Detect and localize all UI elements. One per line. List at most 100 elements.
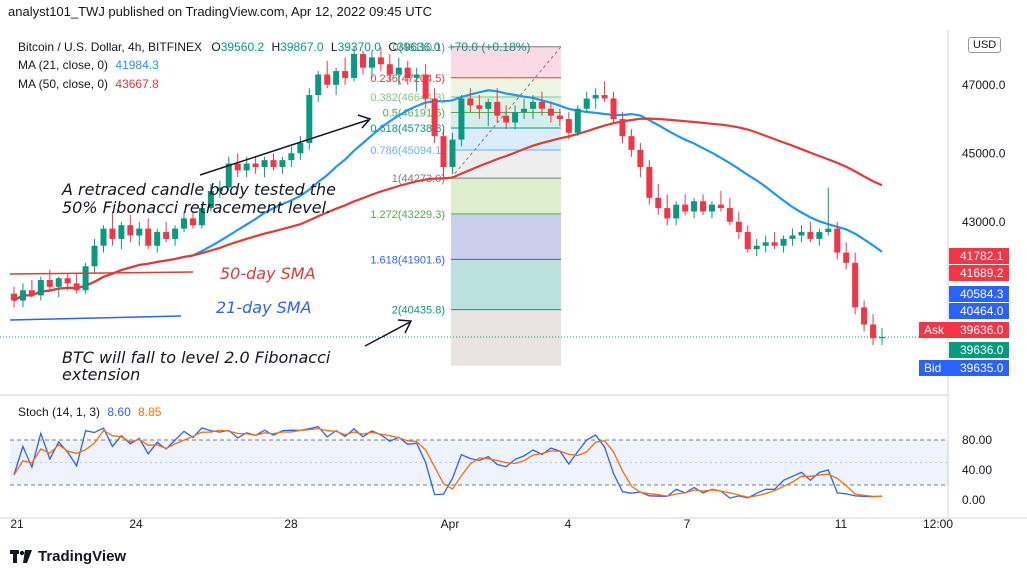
candle-body-20 [189, 218, 196, 226]
candle-body-21 [198, 208, 205, 226]
fib-zone-0 [451, 46, 561, 78]
candle-body-62 [565, 119, 572, 133]
open-value: 39560.2 [220, 40, 265, 54]
brand-name: TradingView [38, 548, 127, 565]
candle-body-78 [708, 204, 715, 212]
sma50-marker-line [9, 271, 194, 275]
candle-body-40 [368, 57, 375, 68]
candle-body-92 [834, 228, 841, 253]
candle-body-70 [637, 149, 644, 167]
candle-body-16 [154, 232, 161, 246]
candle-body-83 [753, 245, 760, 250]
fib-zone-5 [451, 150, 561, 179]
candle-body-82 [744, 232, 751, 250]
time-axis[interactable]: 21 24 28 Apr 4 7 11 12:00 [0, 517, 1027, 531]
candle-body-67 [610, 98, 617, 120]
price-axis[interactable]: 47000.045000.043000.038800.041782.141689… [919, 78, 1009, 376]
time-tick-7: 12:00 [923, 517, 953, 531]
ma50-line [13, 117, 883, 302]
candle-body-11 [109, 228, 116, 239]
ma50-label: MA (50, close, 0) [18, 77, 109, 91]
fibonacci-retracement[interactable]: 0(48110.1)0.236(47204.5)0.382(46644.3)0.… [370, 42, 562, 366]
stochastic-pane: 80.00 40.00 0.00 [10, 425, 992, 507]
badge-value-5: 39636.0 [960, 343, 1004, 357]
publisher-line: analyst101_TWJ published on TradingView.… [8, 4, 432, 19]
high-label: H [271, 40, 281, 54]
stoch-tick-0: 80.00 [962, 433, 992, 447]
candle-body-18 [172, 228, 179, 239]
fib-zone-4 [451, 127, 561, 151]
candle-body-89 [807, 232, 814, 239]
badge-label-4: Ask [924, 323, 945, 337]
candle-body-39 [359, 53, 366, 68]
candle-body-27 [252, 163, 259, 167]
candle-body-42 [386, 64, 393, 75]
candle-body-17 [163, 232, 170, 239]
candle-body-29 [270, 160, 277, 167]
stoch-d-value: 8.85 [138, 405, 162, 419]
stoch-label: Stoch (14, 1, 3) [18, 405, 101, 419]
candle-body-6 [64, 278, 71, 284]
candle-body-94 [852, 262, 859, 308]
candle-body-95 [861, 307, 868, 325]
stoch-tick-2: 0.00 [962, 493, 986, 507]
forecast-arrow-head [397, 319, 413, 334]
annotation-lines [0, 114, 948, 347]
candle-body-12 [118, 225, 125, 239]
candle-body-80 [726, 208, 733, 222]
candle-body-61 [556, 115, 563, 120]
candle-body-68 [619, 119, 626, 137]
stoch-legend: Stoch (14, 1, 3) 8.60 8.85 [18, 405, 161, 419]
badge-label-6: Bid [924, 361, 941, 375]
candle-body-44 [404, 67, 411, 78]
stoch-tick-1: 40.00 [962, 463, 992, 477]
currency-selector[interactable]: USD [968, 37, 1002, 53]
badge-value-3: 40464.0 [960, 304, 1004, 318]
candle-body-85 [771, 242, 778, 246]
candle-body-71 [646, 166, 653, 198]
high-value: 39867.0 [280, 40, 324, 54]
candle-body-57 [521, 108, 528, 113]
candle-body-88 [798, 232, 805, 236]
retrace-annotation: A retraced candle body tested the 50% Fi… [62, 180, 336, 217]
retrace-arrow [199, 119, 369, 176]
candle-body-25 [234, 163, 241, 171]
candle-body-35 [324, 74, 331, 85]
candle-body-69 [628, 136, 635, 150]
candle-body-86 [780, 238, 787, 246]
badge-bg-1 [949, 265, 1009, 281]
candle-body-22 [207, 190, 214, 209]
price-tick-2: 43000.0 [962, 215, 1006, 229]
candle-body-65 [592, 95, 599, 99]
candle-body-23 [216, 187, 223, 191]
badge-value-2: 40584.3 [960, 287, 1004, 301]
candle-body-77 [700, 201, 707, 212]
candle-body-3 [37, 279, 44, 296]
candle-body-45 [413, 74, 420, 78]
candle-body-5 [55, 278, 62, 287]
candle-body-37 [342, 71, 349, 78]
candle-body-28 [261, 160, 268, 167]
tradingview-logo[interactable]: TradingView [10, 548, 126, 565]
candle-body-87 [789, 235, 796, 239]
candle-body-30 [279, 160, 286, 167]
candle-body-19 [181, 218, 188, 229]
low-value: 39370.0 [337, 40, 381, 54]
badge-value-4: 39636.0 [960, 323, 1004, 337]
time-tick-0: 21 [10, 517, 24, 531]
candle-body-24 [225, 163, 232, 188]
fib-zone-8 [451, 259, 561, 310]
candle-body-55 [503, 115, 510, 123]
candle-body-2 [28, 290, 35, 296]
badge-bg-2 [949, 286, 1009, 302]
fib-level-label-7: 1.272(43229.3) [370, 209, 445, 221]
sma50-annotation: 50-day SMA [220, 264, 316, 283]
candle-body-1 [19, 290, 26, 301]
ma21-legend: MA (21, close, 0) 41984.3 [18, 58, 159, 72]
fib-level-label-5: 0.786(45094.1) [370, 145, 445, 157]
candle-body-84 [762, 242, 769, 246]
candle-body-81 [735, 221, 742, 233]
candle-body-36 [333, 71, 340, 85]
badge-bg-4 [949, 322, 1009, 338]
